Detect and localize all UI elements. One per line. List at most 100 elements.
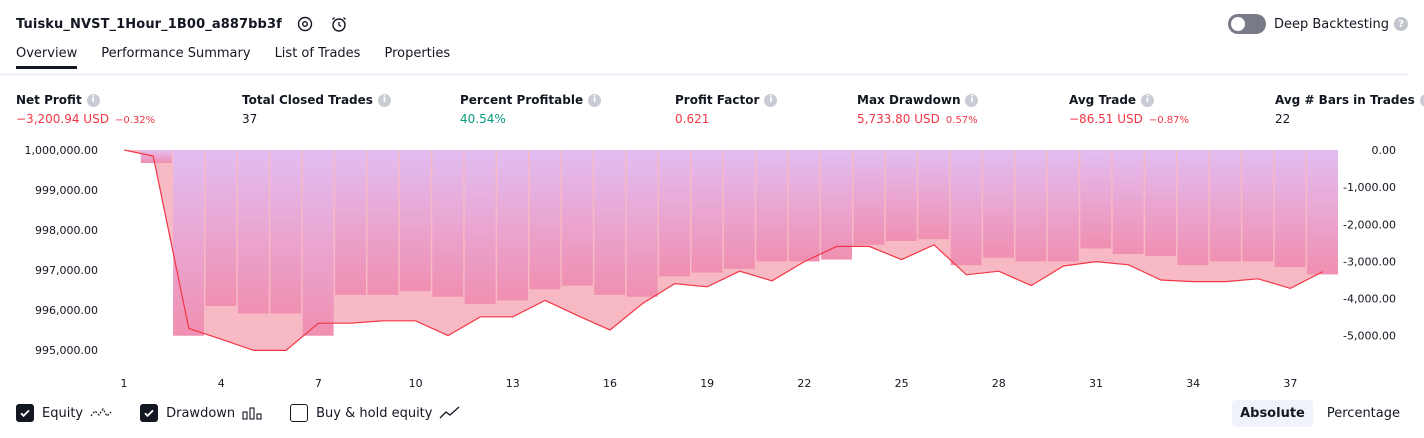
metric-value: 37: [242, 112, 258, 126]
drawdown-bar: [1047, 150, 1079, 262]
drawdown-bar: [1080, 150, 1112, 249]
drawdown-bar: [173, 150, 204, 336]
x-axis-tick-label: 25: [895, 377, 909, 390]
equity-line-icon: [90, 406, 112, 420]
right-axis-tick-label: -1,000.00: [1343, 181, 1396, 194]
drawdown-bar: [270, 150, 302, 314]
x-axis-tick-label: 1: [121, 377, 128, 390]
drawdown-bar: [205, 150, 237, 306]
settings-gear-icon[interactable]: [294, 13, 316, 35]
drawdown-bar: [237, 150, 269, 314]
legend-equity-label: Equity: [42, 405, 84, 421]
x-axis-tick-label: 22: [797, 377, 811, 390]
legend-buy-hold-label: Buy & hold equity: [316, 405, 433, 421]
add-alert-clock-icon[interactable]: [328, 13, 350, 35]
help-icon[interactable]: ?: [1394, 17, 1408, 31]
metric-percent: 0.57%: [945, 115, 978, 126]
strategy-name: Tuisku_NVST_1Hour_1B00_a887bb3f: [16, 16, 282, 32]
equity-drawdown-chart: 1,000,000.00 999,000.00 998,000.00 997,000.…: [25, 144, 1396, 390]
left-axis-tick-label: 997,000.00: [35, 264, 98, 277]
drawdown-bar: [1015, 150, 1047, 262]
info-icon[interactable]: i: [588, 93, 602, 107]
drawdown-bar: [756, 150, 788, 262]
info-icon[interactable]: i: [965, 93, 979, 107]
drawdown-bar: [497, 150, 528, 301]
display-mode-switch: Absolute Percentage: [1226, 400, 1408, 427]
chart-legend: Equity Drawdown Buy & hold equity: [16, 404, 489, 422]
x-axis-tick-label: 37: [1283, 377, 1297, 390]
x-axis-tick-label: 13: [506, 377, 520, 390]
metric-percent-profitable: Percent Profitable i 40.54%: [460, 93, 602, 126]
x-axis-tick-label: 28: [992, 377, 1006, 390]
drawdown-checkbox[interactable]: [140, 404, 159, 422]
drawdown-bar: [529, 150, 561, 290]
metric-value: 5,733.80 USD: [857, 112, 940, 126]
x-axis-tick-label: 34: [1186, 377, 1200, 390]
metric-max-drawdown: Max Drawdown i 5,733.80 USD 0.57%: [857, 93, 979, 126]
absolute-mode-button[interactable]: Absolute: [1232, 400, 1313, 427]
metric-total-closed-trades: Total Closed Trades i 37: [242, 93, 391, 126]
info-icon[interactable]: i: [86, 93, 100, 107]
tab-performance-summary[interactable]: Performance Summary: [101, 46, 251, 61]
drawdown-bar: [1177, 150, 1209, 266]
right-axis-tick-label: -2,000.00: [1343, 218, 1396, 231]
info-icon[interactable]: i: [377, 93, 391, 107]
drawdown-bar: [853, 150, 885, 245]
x-axis-tick-label: 10: [409, 377, 423, 390]
left-axis-tick-label: 998,000.00: [35, 224, 98, 237]
right-axis-tick-label: 0.00: [1372, 144, 1397, 157]
drawdown-bar: [1145, 150, 1176, 256]
drawdown-bar: [1242, 150, 1274, 262]
x-axis-tick-label: 31: [1089, 377, 1103, 390]
drawdown-bar: [983, 150, 1014, 258]
toggle-knob: [1230, 17, 1245, 31]
tab-overview[interactable]: Overview: [16, 46, 78, 69]
tab-list-of-trades[interactable]: List of Trades: [274, 46, 361, 61]
info-icon[interactable]: i: [1419, 93, 1424, 107]
tab-properties[interactable]: Properties: [384, 46, 451, 61]
equity-line: [123, 149, 1324, 351]
metric-label: Avg Trade: [1069, 93, 1137, 107]
legend-buy-hold-equity[interactable]: Buy & hold equity: [290, 404, 461, 422]
left-axis-tick-label: 996,000.00: [35, 304, 98, 317]
drawdown-bar: [302, 150, 334, 336]
deep-backtesting-toggle[interactable]: [1227, 14, 1266, 34]
chart-axes: 1,000,000.00 999,000.00 998,000.00 997,000.…: [25, 144, 1396, 390]
right-axis-tick-label: -5,000.00: [1343, 330, 1396, 343]
buy-hold-checkbox[interactable]: [290, 404, 309, 422]
drawdown-bar: [918, 150, 950, 240]
left-axis-tick-label: 1,000,000.00: [25, 144, 98, 157]
legend-drawdown[interactable]: Drawdown: [140, 404, 262, 422]
metric-value: −86.51 USD: [1069, 112, 1143, 126]
info-icon[interactable]: i: [1141, 93, 1155, 107]
metric-label: Net Profit: [16, 93, 82, 107]
strategy-header: Tuisku_NVST_1Hour_1B00_a887bb3f: [16, 12, 350, 36]
metric-value: −3,200.94 USD: [16, 112, 109, 126]
legend-equity[interactable]: Equity: [16, 404, 112, 422]
drawdown-bar: [594, 150, 626, 295]
drawdown-bar: [335, 150, 366, 295]
percentage-mode-button[interactable]: Percentage: [1326, 406, 1400, 421]
metric-value: 40.54%: [460, 112, 506, 126]
metric-label: Profit Factor: [675, 93, 760, 107]
equity-checkbox[interactable]: [16, 404, 34, 422]
drawdown-bars: [140, 150, 1338, 336]
left-axis-tick-label: 999,000.00: [35, 184, 98, 197]
info-icon[interactable]: i: [764, 93, 778, 107]
legend-drawdown-label: Drawdown: [166, 405, 236, 421]
metric-value: 22: [1275, 112, 1291, 126]
drawdown-bar: [659, 150, 690, 277]
drawdown-bar: [464, 150, 496, 305]
metric-net-profit: Net Profit i −3,200.94 USD −0.32%: [16, 93, 155, 126]
drawdown-bar: [1307, 150, 1338, 275]
buy-hold-line-icon: [439, 406, 461, 420]
tab-bar: Overview Performance Summary List of Tra…: [16, 46, 474, 69]
metric-label: Percent Profitable: [460, 93, 584, 107]
metric-percent: −0.32%: [114, 115, 156, 126]
left-axis-tick-label: 995,000.00: [35, 344, 98, 357]
drawdown-bar: [140, 150, 172, 163]
drawdown-bar: [788, 150, 820, 262]
equity-line-layer: [123, 149, 1324, 351]
metric-profit-factor: Profit Factor i 0.621: [675, 93, 778, 126]
drawdown-bar: [1209, 150, 1241, 262]
